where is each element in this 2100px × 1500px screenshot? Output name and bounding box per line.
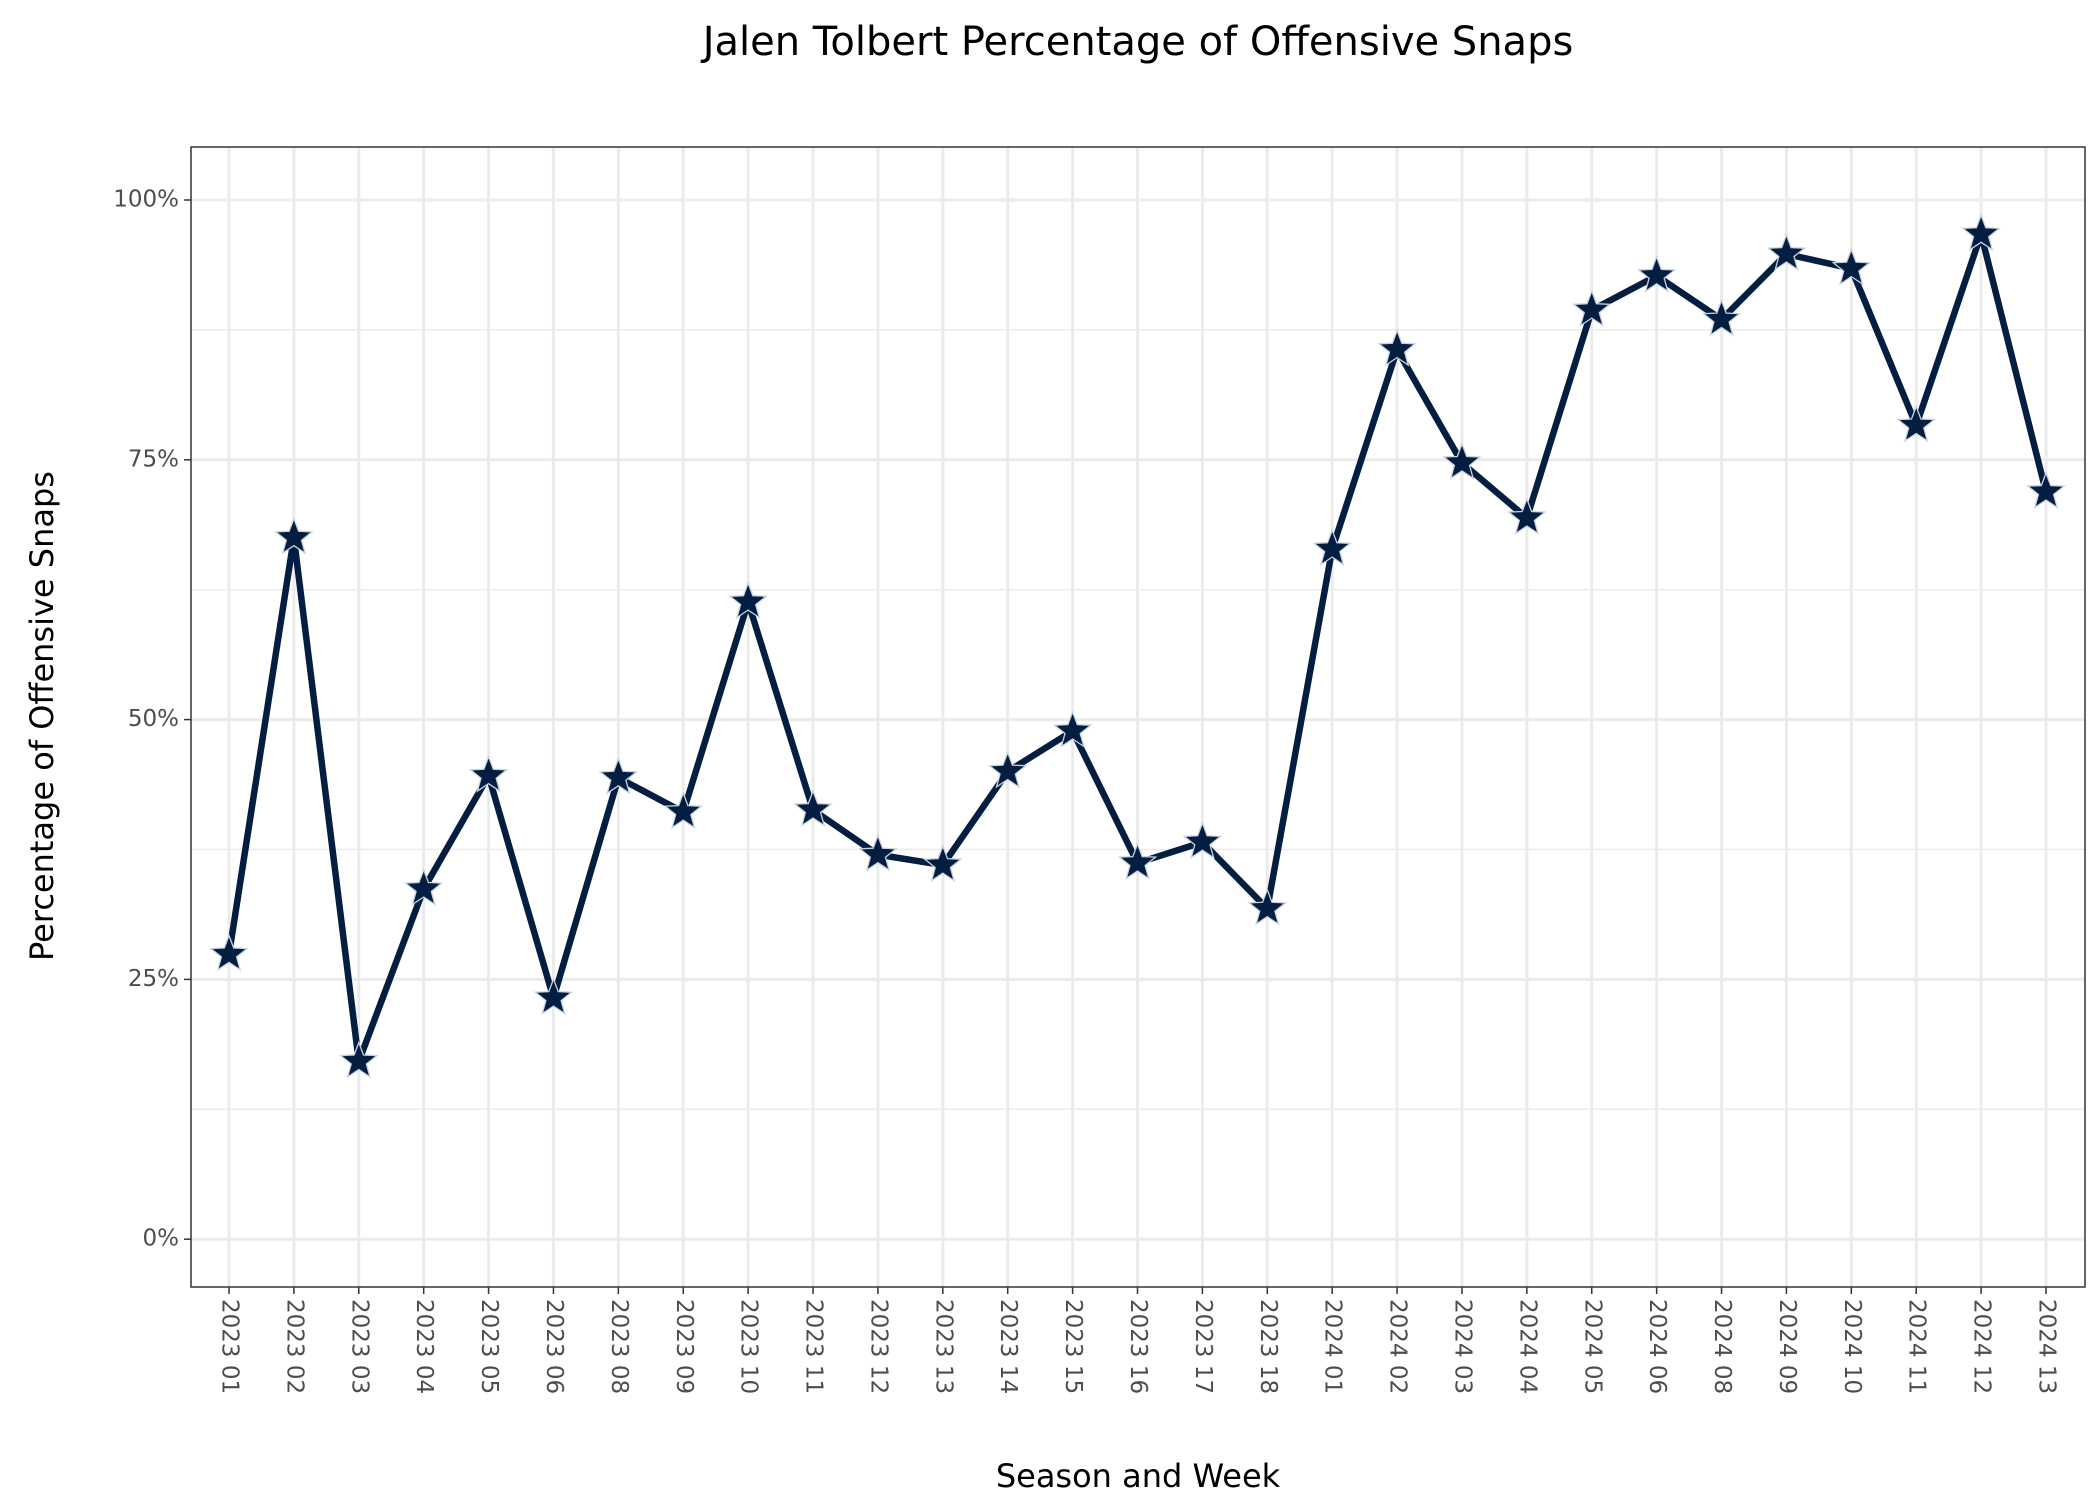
x-tick-label: 2023 14 [995, 1299, 1021, 1394]
star-marker [728, 581, 768, 620]
star-marker [1247, 887, 1288, 926]
star-marker [209, 933, 249, 972]
x-tick-label: 2024 02 [1385, 1299, 1411, 1394]
x-tick-label: 2023 04 [411, 1299, 437, 1394]
plot-border [190, 146, 2086, 1288]
star-marker [533, 977, 574, 1016]
x-tick-label: 2023 11 [801, 1299, 827, 1394]
star-marker [1701, 298, 1742, 337]
star-marker [2026, 471, 2066, 509]
star-marker [1442, 442, 1482, 480]
star-marker [663, 791, 704, 830]
x-tick-label: 2023 17 [1190, 1299, 1216, 1394]
star-marker [1117, 842, 1158, 880]
star-marker [1636, 255, 1677, 293]
star-marker [1052, 710, 1093, 748]
x-tick-label: 2023 16 [1125, 1299, 1151, 1394]
star-marker [1377, 328, 1417, 367]
x-tick-label: 2024 08 [1709, 1299, 1735, 1394]
x-tick-label: 2024 03 [1449, 1299, 1475, 1394]
x-tick-label: 2023 09 [671, 1299, 697, 1394]
y-axis-title: Percentage of Offensive Snaps [23, 471, 61, 961]
x-tick-label: 2023 15 [1060, 1299, 1086, 1394]
x-tick-label: 2023 13 [930, 1299, 956, 1394]
x-axis-title: Season and Week [996, 1457, 1281, 1495]
x-tick-label: 2023 06 [541, 1299, 567, 1394]
y-tick-label: 75% [128, 446, 179, 472]
star-marker [1766, 233, 1807, 271]
y-tick-label: 25% [128, 966, 179, 992]
x-tick-label: 2024 10 [1839, 1299, 1865, 1394]
star-marker [1507, 497, 1547, 535]
x-tick-label: 2024 11 [1904, 1299, 1930, 1394]
x-tick-label: 2023 02 [281, 1299, 307, 1394]
star-marker [468, 754, 509, 793]
x-tick-label: 2024 13 [2034, 1299, 2060, 1394]
star-marker [1182, 821, 1223, 860]
star-marker [987, 750, 1028, 789]
star-marker [1961, 213, 2001, 252]
star-marker [1571, 289, 1612, 328]
x-tick-label: 2023 12 [865, 1299, 891, 1394]
x-tick-label: 2023 10 [736, 1299, 762, 1394]
star-marker [1831, 247, 1872, 286]
y-tick-label: 100% [113, 186, 179, 212]
star-marker [923, 844, 963, 883]
star-marker [403, 868, 444, 906]
y-tick-label: 0% [143, 1226, 180, 1252]
x-tick-label: 2024 12 [1969, 1299, 1995, 1394]
x-tick-label: 2023 01 [217, 1299, 243, 1394]
x-tick-label: 2024 06 [1644, 1299, 1670, 1394]
star-marker [274, 516, 314, 555]
star-marker [1312, 528, 1352, 567]
x-tick-label: 2023 08 [606, 1299, 632, 1394]
x-tick-label: 2024 05 [1579, 1299, 1605, 1394]
x-tick-label: 2023 05 [476, 1299, 502, 1394]
x-tick-label: 2024 09 [1774, 1299, 1800, 1394]
y-tick-label: 50% [128, 706, 179, 732]
x-tick-label: 2024 04 [1514, 1299, 1540, 1394]
star-marker [338, 1040, 379, 1079]
star-marker [858, 833, 898, 872]
x-tick-label: 2023 18 [1255, 1299, 1281, 1394]
x-tick-label: 2024 01 [1320, 1299, 1346, 1394]
star-marker [598, 756, 639, 795]
star-marker [1896, 404, 1937, 443]
x-tick-label: 2023 03 [346, 1299, 372, 1394]
chart-title: Jalen Tolbert Percentage of Offensive Sn… [700, 19, 1574, 65]
star-marker [793, 789, 833, 827]
